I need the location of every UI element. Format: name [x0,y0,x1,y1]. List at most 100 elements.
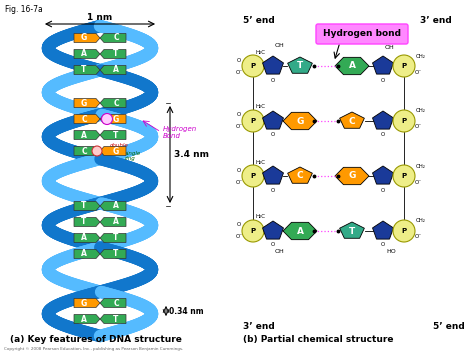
Text: P: P [401,118,407,124]
Polygon shape [263,56,283,74]
Polygon shape [74,114,100,124]
Text: A: A [297,227,303,235]
Text: double
ring: double ring [110,143,129,153]
Polygon shape [100,217,126,227]
Text: O⁻: O⁻ [236,125,243,130]
Text: HO: HO [386,249,396,254]
Text: Copyright © 2008 Pearson Education, Inc., publishing as Pearson Benjamin Cumming: Copyright © 2008 Pearson Education, Inc.… [4,347,183,351]
Text: O: O [237,57,241,63]
Polygon shape [100,201,126,211]
Text: CH₂: CH₂ [416,164,426,169]
Text: G: G [81,34,87,42]
Polygon shape [100,114,126,124]
Text: G: G [81,98,87,108]
Polygon shape [373,56,393,74]
Text: O⁻: O⁻ [414,179,421,184]
Polygon shape [335,57,369,75]
Polygon shape [100,98,126,108]
Text: G: G [81,298,87,308]
Circle shape [393,110,415,132]
Text: O: O [271,132,275,137]
Text: (b) Partial chemical structure: (b) Partial chemical structure [243,335,393,344]
Text: T: T [349,227,355,235]
FancyBboxPatch shape [316,24,408,44]
Polygon shape [100,50,126,58]
Text: P: P [250,63,255,69]
Text: T: T [113,234,118,242]
Text: C: C [297,171,303,181]
Polygon shape [340,112,365,128]
Text: A: A [81,234,87,242]
Circle shape [242,55,264,77]
Text: H₂C: H₂C [256,104,266,109]
Text: O: O [271,242,275,247]
Text: H₂C: H₂C [256,215,266,219]
Circle shape [101,114,112,125]
Text: O: O [381,78,385,82]
Polygon shape [263,111,283,129]
Text: H₂C: H₂C [256,160,266,165]
Text: G: G [348,171,356,181]
Polygon shape [100,65,126,74]
Text: O: O [237,167,241,172]
Polygon shape [74,65,100,74]
Polygon shape [263,221,283,239]
Circle shape [242,110,264,132]
Text: CH₂: CH₂ [416,108,426,114]
Text: C: C [349,116,356,126]
Text: Hydrogen bond: Hydrogen bond [323,29,401,39]
Text: OH: OH [275,43,285,48]
Text: 3’ end: 3’ end [420,16,452,25]
Polygon shape [373,111,393,129]
Polygon shape [288,167,312,183]
Text: P: P [250,118,255,124]
Text: G: G [113,147,119,155]
Circle shape [242,165,264,187]
Text: A: A [81,131,87,139]
Text: Hydrogen
Bond: Hydrogen Bond [163,126,197,138]
Polygon shape [74,314,100,324]
Polygon shape [100,147,126,155]
Text: T: T [113,131,118,139]
Text: C: C [81,114,87,124]
Text: O⁻: O⁻ [236,69,243,74]
Polygon shape [74,234,100,242]
Polygon shape [373,166,393,184]
Polygon shape [74,34,100,42]
Text: A: A [81,250,87,258]
Text: A: A [113,65,119,74]
Polygon shape [74,98,100,108]
Polygon shape [100,298,126,308]
Text: 1 nm: 1 nm [87,13,113,22]
Text: G: G [296,116,304,126]
Text: A: A [113,201,119,211]
Polygon shape [340,222,365,238]
Text: A: A [113,217,119,227]
Polygon shape [100,314,126,324]
Polygon shape [263,166,283,184]
Polygon shape [74,250,100,258]
Text: P: P [250,228,255,234]
Text: CH₂: CH₂ [416,53,426,58]
Text: OH: OH [385,45,395,50]
Polygon shape [373,221,393,239]
Text: O: O [381,242,385,247]
Text: A: A [81,314,87,324]
Text: single
ring: single ring [125,150,141,161]
Circle shape [393,220,415,242]
Text: O: O [381,188,385,193]
Polygon shape [74,147,100,155]
Text: P: P [401,228,407,234]
Text: O⁻: O⁻ [236,234,243,240]
Text: T: T [82,217,87,227]
Text: 0.34 nm: 0.34 nm [169,307,204,315]
Text: O⁻: O⁻ [414,234,421,240]
Polygon shape [74,131,100,139]
Text: A: A [348,62,356,70]
Text: C: C [81,147,87,155]
Text: H₂C: H₂C [256,50,266,55]
Polygon shape [335,167,369,185]
Text: O⁻: O⁻ [414,125,421,130]
Text: P: P [401,173,407,179]
Text: CH₂: CH₂ [416,218,426,223]
